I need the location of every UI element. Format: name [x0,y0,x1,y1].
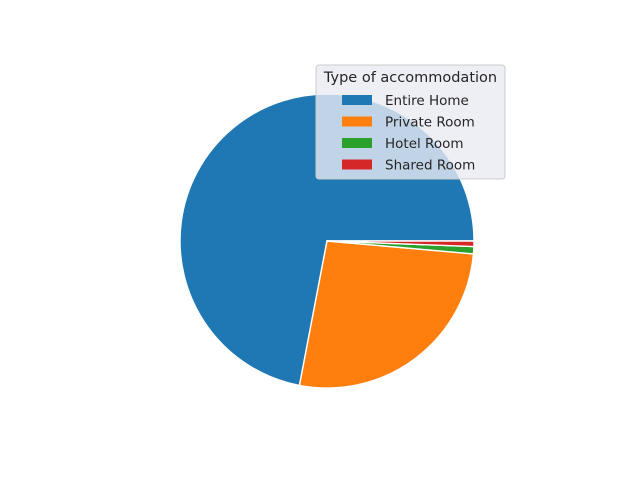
legend-label-shared-room: Shared Room [385,158,475,174]
legend-title: Type of accommodation [323,70,497,86]
legend-items: Entire Home Private Room Hotel Room Shared … [342,93,475,174]
legend: Type of accommodation Entire Home Private… [315,64,506,180]
legend-label-entire-home: Entire Home [385,93,469,109]
legend-label-private-room: Private Room [385,115,475,131]
legend-swatch-private-room [342,116,372,127]
legend-frame [315,64,506,180]
legend-label-hotel-room: Hotel Room [385,136,464,152]
legend-swatch-shared-room [342,159,372,170]
pie-slice-shared-room [326,240,475,248]
pie-slice-private-room [298,240,475,389]
legend-swatch-hotel-room [342,138,372,148]
legend-swatch-entire-home [342,95,372,105]
